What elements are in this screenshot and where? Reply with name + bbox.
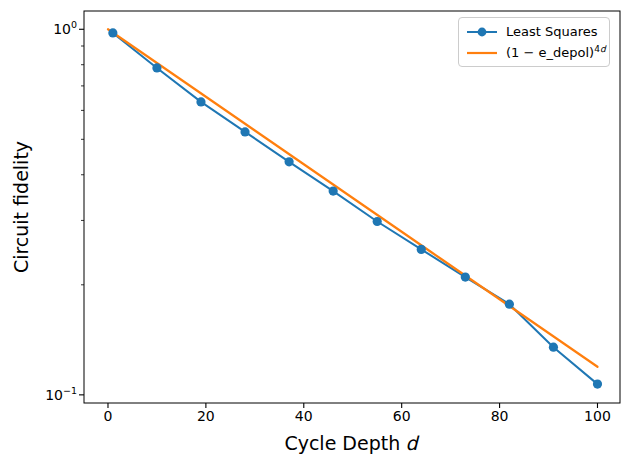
legend-exponent-variable: d bbox=[600, 44, 606, 54]
y-tick-label-1e-1: 10−1 bbox=[45, 386, 77, 402]
legend-item-depol-fit: (1 − e_depol)4d bbox=[466, 42, 602, 63]
data-point-marker bbox=[329, 186, 338, 195]
legend-item-least-squares: Least Squares bbox=[466, 21, 602, 42]
y-axis-label: Circuit fidelity bbox=[10, 141, 32, 273]
data-point-marker bbox=[196, 97, 205, 106]
legend: Least Squares (1 − e_depol)4d bbox=[458, 17, 610, 67]
data-point-marker bbox=[108, 28, 117, 37]
x-tick-label: 20 bbox=[197, 409, 215, 423]
data-point-marker bbox=[505, 300, 514, 309]
y-tick-base: 10 bbox=[53, 21, 71, 37]
legend-label-depol-fit: (1 − e_depol)4d bbox=[506, 45, 606, 59]
data-point-marker bbox=[417, 245, 426, 254]
x-tick-label: 0 bbox=[104, 409, 113, 423]
least-squares-line bbox=[113, 33, 598, 384]
legend-sample-line-with-marker-icon bbox=[466, 26, 498, 38]
data-point-marker bbox=[240, 127, 249, 136]
data-point-marker bbox=[461, 272, 470, 281]
data-point-marker bbox=[593, 380, 602, 389]
data-point-marker bbox=[152, 63, 161, 72]
depol-fit-line bbox=[108, 29, 597, 366]
legend-label-least-squares: Least Squares bbox=[506, 25, 598, 38]
x-tick-label: 80 bbox=[491, 409, 509, 423]
y-tick-exponent: 0 bbox=[71, 19, 77, 30]
x-axis-label: Cycle Depth d bbox=[284, 432, 417, 454]
data-point-marker bbox=[284, 157, 293, 166]
data-point-marker bbox=[373, 217, 382, 226]
x-tick-label: 40 bbox=[295, 409, 313, 423]
x-axis-label-variable: d bbox=[406, 432, 418, 454]
x-tick-label: 100 bbox=[584, 409, 611, 423]
legend-sample-line-icon bbox=[466, 47, 498, 59]
legend-formula-exponent: 4d bbox=[594, 44, 605, 54]
x-tick-label: 60 bbox=[393, 409, 411, 423]
chart-canvas bbox=[0, 0, 630, 470]
y-tick-exponent: −1 bbox=[63, 385, 77, 396]
figure: Circuit fidelity Cycle Depthd 100 10−1 0… bbox=[0, 0, 630, 470]
data-point-marker bbox=[549, 343, 558, 352]
plot-area-spines bbox=[84, 11, 620, 403]
y-tick-label-1e0: 100 bbox=[53, 20, 77, 36]
x-axis-label-text: Cycle Depth bbox=[284, 432, 400, 454]
legend-formula-base: (1 − e_depol) bbox=[506, 46, 594, 61]
y-tick-base: 10 bbox=[45, 387, 63, 403]
